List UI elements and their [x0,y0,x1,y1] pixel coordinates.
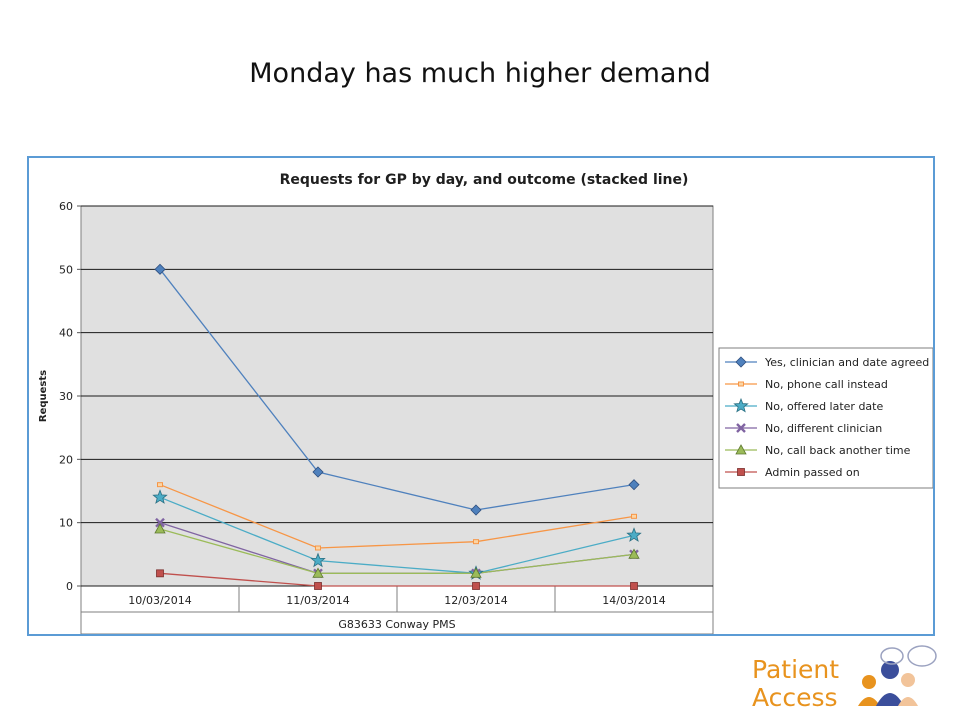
legend-label: No, call back another time [765,444,911,457]
legend-label: Admin passed on [765,466,860,479]
x-tick-label: 11/03/2014 [286,594,349,607]
series-line [159,572,634,587]
legend-label: No, offered later date [765,400,883,413]
data-point [735,356,747,368]
chart-title: Requests for GP by day, and outcome (sta… [280,172,689,188]
data-point [628,479,640,491]
data-point [310,552,326,568]
x-tick-label: 12/03/2014 [444,594,507,607]
data-point [154,523,166,534]
y-tick-label: 50 [59,263,73,276]
data-point [628,548,640,559]
logo-text-line1: Patient [752,655,839,684]
y-tick-label: 10 [59,517,73,530]
data-point [738,381,744,387]
x-axis-title: G83633 Conway PMS [338,618,455,631]
series-line [159,268,635,511]
data-point [314,582,322,590]
legend-label: No, different clinician [765,422,882,435]
series-line [159,484,635,549]
y-tick-label: 20 [59,453,73,466]
y-tick-label: 60 [59,200,73,213]
data-point [470,567,482,578]
y-tick-label: 30 [59,390,73,403]
legend-label: Yes, clinician and date agreed [764,356,929,369]
series-line [159,528,635,574]
data-point [312,567,324,578]
line-chart: Requests for GP by day, and outcome (sta… [38,172,933,634]
data-point [154,263,166,275]
y-tick-label: 40 [59,327,73,340]
data-point [156,569,164,578]
logo-text-line2: Access [752,683,838,712]
data-point [735,444,747,455]
speech-bubble-icon [880,645,937,667]
data-point [473,539,479,545]
legend-label: No, phone call instead [765,378,888,391]
patient-access-logo: Patient Access [752,645,937,712]
series-line [159,496,635,574]
x-tick-label: 14/03/2014 [602,594,665,607]
legend: Yes, clinician and date agreed No, phone … [718,347,933,489]
data-point [631,513,637,519]
legend-box [718,347,933,489]
x-tick-label: 10/03/2014 [128,594,191,607]
data-point [312,466,324,478]
data-point [733,397,749,413]
chart-frame: Requests for GP by day, and outcome (sta… [27,156,935,636]
data-point [470,504,482,516]
data-point [157,482,163,488]
data-point [472,582,480,590]
data-point [630,582,638,590]
people-icon [858,661,918,706]
data-point [736,423,746,433]
data-point [737,468,745,476]
data-point [315,545,321,551]
y-tick-label: 0 [66,580,73,593]
y-axis-title: Requests [38,370,49,422]
data-point [626,527,642,542]
data-point [152,489,168,504]
slide-title: Monday has much higher demand [249,58,711,89]
data-point [155,517,165,528]
